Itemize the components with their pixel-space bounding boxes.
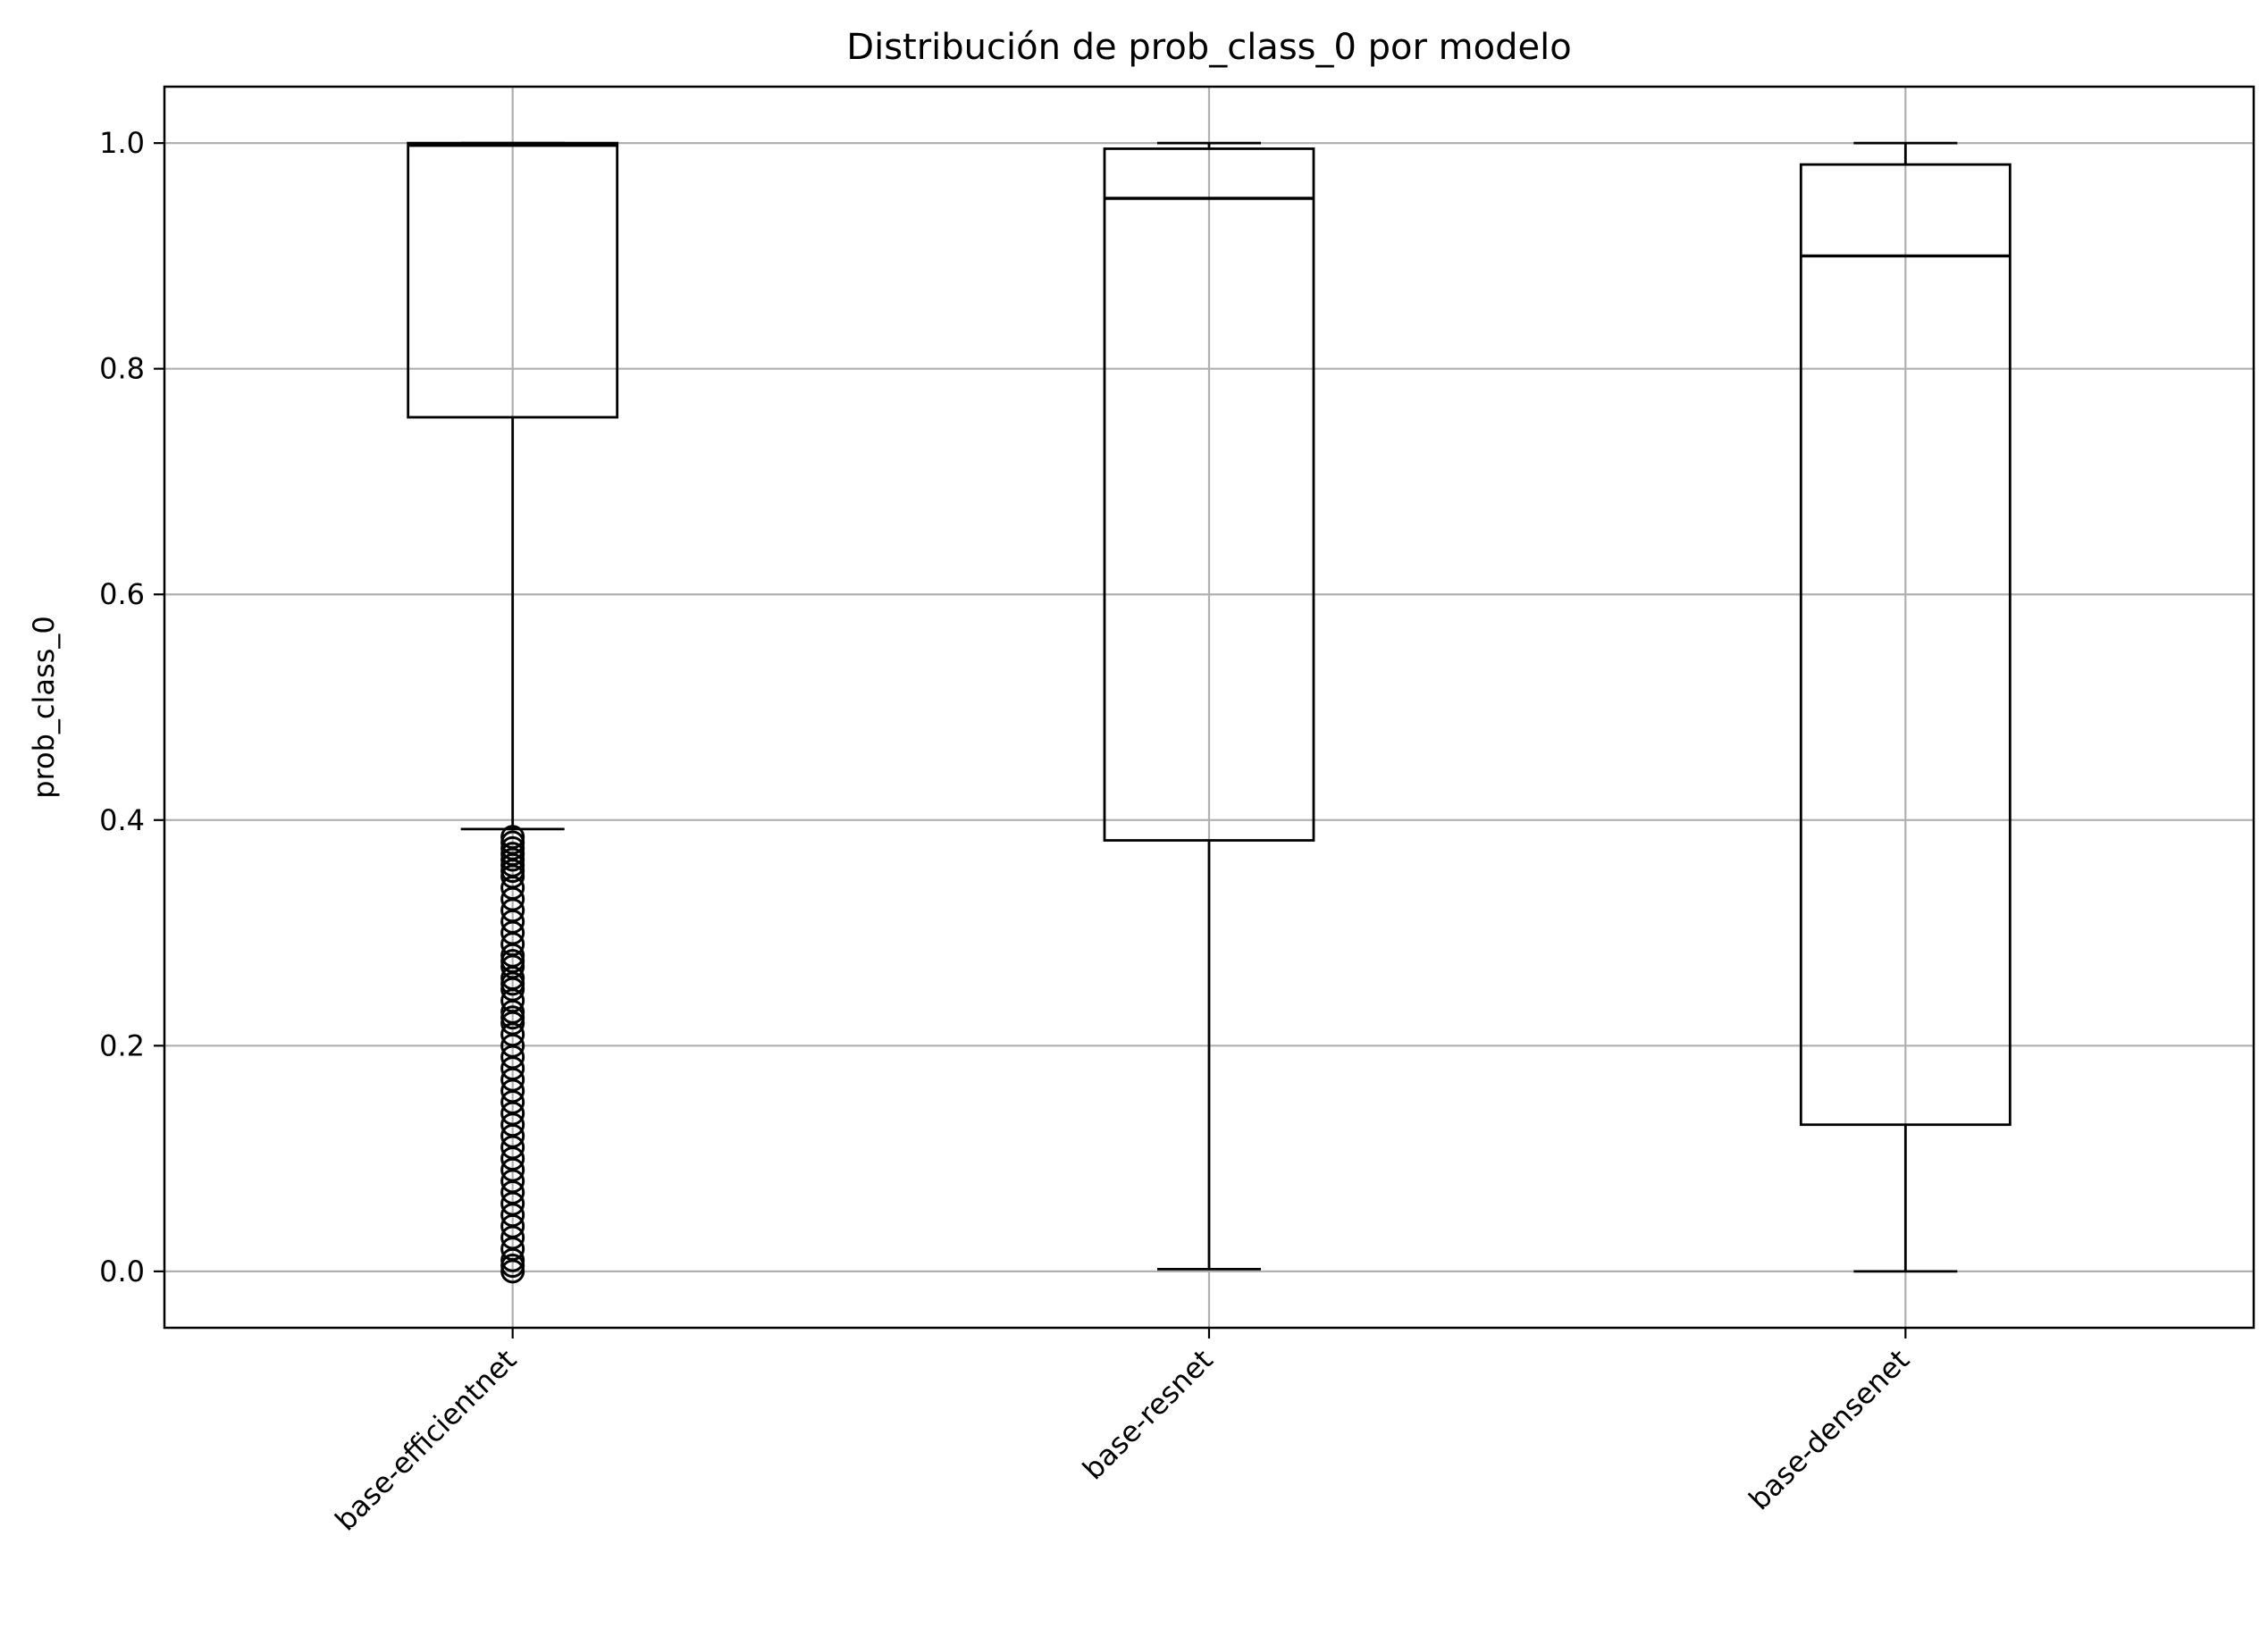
outlier-point: [500, 1254, 525, 1279]
outlier-point: [500, 1247, 525, 1272]
x-tick-label: base-densenet: [1743, 1343, 1916, 1516]
x-tick-label: base-efficientnet: [329, 1343, 524, 1538]
y-tick-label: 0.4: [99, 803, 145, 837]
outlier-point: [500, 847, 525, 872]
y-axis-label: prob_class_0: [27, 616, 61, 798]
box-iqr: [1799, 163, 2012, 1127]
axis-ticks: 0.0 0.2 0.4 0.6 0.8 1.0 base-efficientnet base-…: [99, 126, 1916, 1537]
y-tick-label: 0.0: [99, 1255, 145, 1288]
outlier-point: [500, 1259, 525, 1284]
y-tick-label: 0.8: [99, 352, 145, 386]
box-iqr: [1103, 147, 1315, 842]
y-tick-label: 1.0: [99, 126, 145, 160]
boxes: [407, 141, 2012, 1284]
y-tick-label: 0.6: [99, 577, 145, 611]
x-tick-label: base-resnet: [1076, 1343, 1220, 1487]
box-iqr: [407, 141, 619, 419]
chart-title: Distribución de prob_class_0 por modelo: [846, 27, 1571, 68]
y-tick-label: 0.2: [99, 1028, 145, 1062]
outlier-point: [500, 859, 525, 884]
outlier-point: [500, 971, 525, 996]
outlier-point: [500, 1005, 525, 1030]
